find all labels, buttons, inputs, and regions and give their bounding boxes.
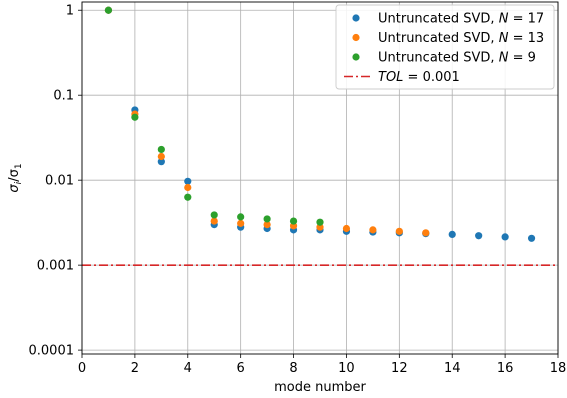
x-tick-label: 14 [444,361,461,376]
x-tick-label: 0 [78,361,86,376]
data-point [157,152,165,161]
data-point [263,215,271,223]
data-point [210,211,218,219]
x-tick-label: 8 [289,361,297,376]
x-tick-label: 4 [184,361,192,376]
x-tick-label: 6 [237,361,245,376]
data-point [184,193,192,201]
data-point [157,158,165,166]
y-tick-label: 0.0001 [29,344,75,359]
data-point [475,232,483,240]
data-point [157,145,165,154]
x-tick-label: 2 [131,361,139,376]
x-tick-label: 18 [550,361,567,376]
legend-label: Untruncated SVD, N = 17 [378,12,544,27]
data-point [422,229,430,237]
legend-marker [352,33,360,42]
data-point [501,233,509,241]
legend-label: Untruncated SVD, N = 13 [378,31,544,46]
legend-box [335,4,555,90]
data-point [184,183,192,192]
y-tick-label: 0.01 [45,174,74,189]
x-axis-label: mode number [274,380,366,395]
data-point [342,224,351,233]
y-tick-label: 0.1 [53,89,74,104]
data-point [210,217,218,225]
data-point [263,221,271,229]
data-point [395,227,403,235]
data-point [184,177,192,185]
y-tick-label: 0.001 [37,259,74,274]
data-point [289,217,298,225]
legend-marker [352,53,360,61]
x-tick-label: 10 [338,361,355,376]
data-point [448,230,456,239]
data-point [237,213,245,221]
data-point [316,223,324,231]
data-point [369,226,377,234]
legend-label: Untruncated SVD, N = 9 [378,51,536,66]
series-2-points [104,6,324,226]
data-point [131,113,139,121]
data-point [527,234,536,242]
legend: Untruncated SVD, N = 17 Untruncated SVD, … [335,4,555,90]
plot-frame [81,1,559,355]
series-1-points [104,6,430,237]
data-point [237,219,245,227]
data-point [104,6,113,14]
data-points [104,6,536,242]
legend-label: TOL = 0.001 [378,70,460,85]
legend-marker [352,14,360,22]
axis-ticks: 0 2 4 6 8 10 12 14 16 18 0.0001 0.001 0.01 0.1 1 [29,4,567,376]
x-tick-label: 16 [497,361,514,376]
y-tick-label: 1 [66,4,74,19]
y-axis-label: σi/σ1 [7,163,24,192]
x-tick-label: 12 [391,361,408,376]
data-point [316,218,324,226]
